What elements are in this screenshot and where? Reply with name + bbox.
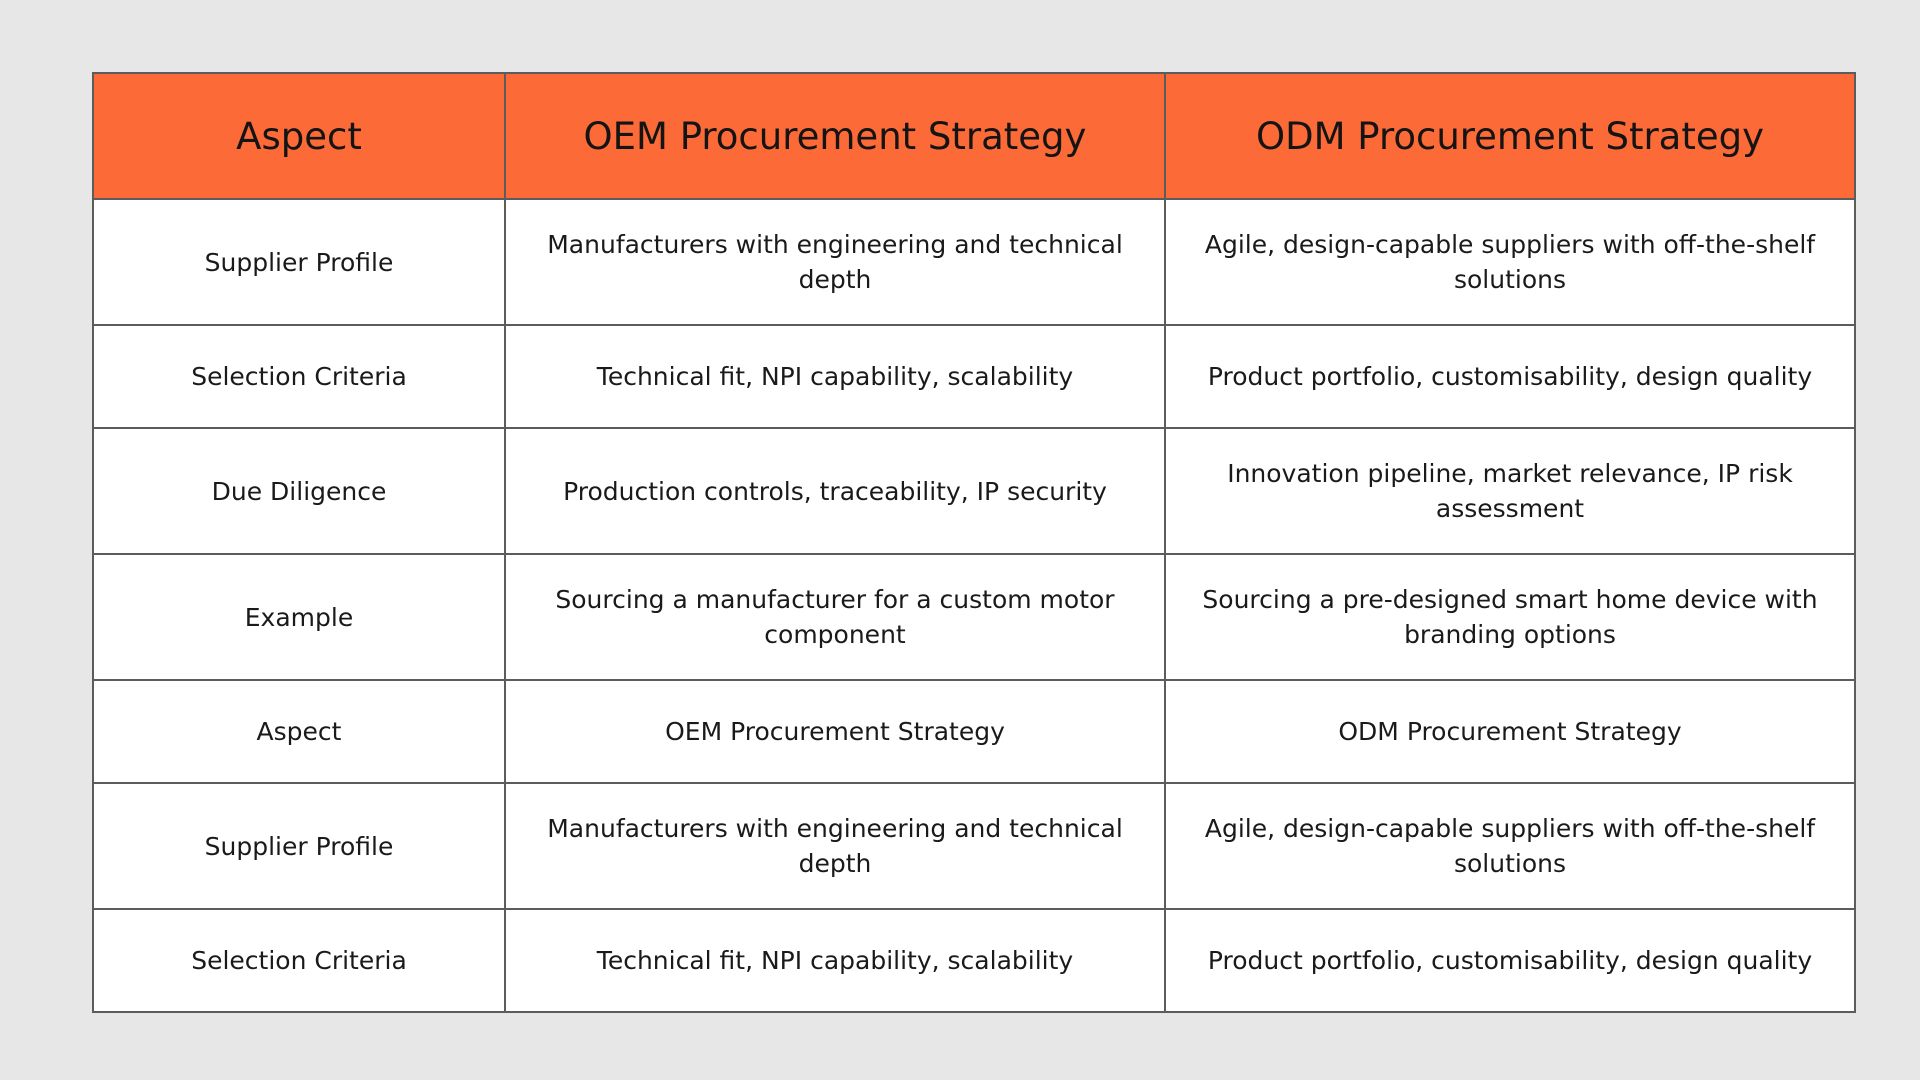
cell-odm: Sourcing a pre-designed smart home devic… [1164, 553, 1856, 681]
cell-odm: Agile, design-capable suppliers with off… [1164, 782, 1856, 910]
cell-aspect: Supplier Profile [92, 782, 506, 910]
header-aspect: Aspect [92, 72, 506, 200]
cell-oem: Manufacturers with engineering and techn… [504, 782, 1166, 910]
cell-aspect: Aspect [92, 679, 506, 784]
cell-oem: OEM Procurement Strategy [504, 679, 1166, 784]
header-oem-strategy: OEM Procurement Strategy [504, 72, 1166, 200]
table-header-row: Aspect OEM Procurement Strategy ODM Proc… [92, 72, 1856, 200]
cell-oem: Technical fit, NPI capability, scalabili… [504, 324, 1166, 429]
cell-odm: Agile, design-capable suppliers with off… [1164, 198, 1856, 326]
cell-oem: Manufacturers with engineering and techn… [504, 198, 1166, 326]
cell-oem: Sourcing a manufacturer for a custom mot… [504, 553, 1166, 681]
cell-oem: Technical fit, NPI capability, scalabili… [504, 908, 1166, 1013]
table-row: Supplier Profile Manufacturers with engi… [92, 198, 1856, 326]
cell-odm: Product portfolio, customisability, desi… [1164, 908, 1856, 1013]
cell-odm: Innovation pipeline, market relevance, I… [1164, 427, 1856, 555]
cell-aspect: Supplier Profile [92, 198, 506, 326]
table-row: Supplier Profile Manufacturers with engi… [92, 782, 1856, 910]
cell-aspect: Selection Criteria [92, 324, 506, 429]
cell-odm: Product portfolio, customisability, desi… [1164, 324, 1856, 429]
comparison-table-container: Aspect OEM Procurement Strategy ODM Proc… [92, 72, 1856, 1013]
header-odm-strategy: ODM Procurement Strategy [1164, 72, 1856, 200]
cell-aspect: Selection Criteria [92, 908, 506, 1013]
table-row: Selection Criteria Technical fit, NPI ca… [92, 908, 1856, 1013]
table-row: Aspect OEM Procurement Strategy ODM Proc… [92, 679, 1856, 784]
cell-oem: Production controls, traceability, IP se… [504, 427, 1166, 555]
table-row: Due Diligence Production controls, trace… [92, 427, 1856, 555]
table-row: Example Sourcing a manufacturer for a cu… [92, 553, 1856, 681]
cell-aspect: Example [92, 553, 506, 681]
cell-aspect: Due Diligence [92, 427, 506, 555]
oem-odm-comparison-table: Aspect OEM Procurement Strategy ODM Proc… [92, 72, 1856, 1013]
cell-odm: ODM Procurement Strategy [1164, 679, 1856, 784]
table-row: Selection Criteria Technical fit, NPI ca… [92, 324, 1856, 429]
